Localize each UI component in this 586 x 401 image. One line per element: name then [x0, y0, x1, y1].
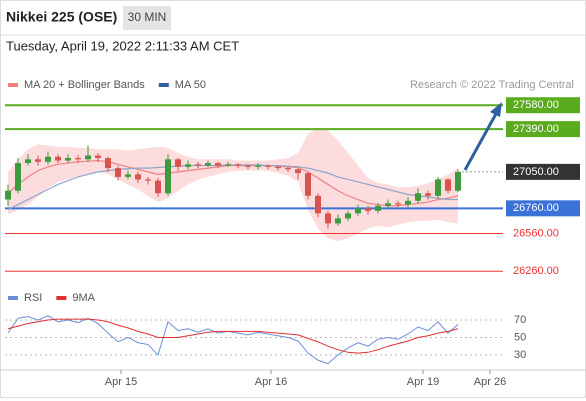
candle-body — [65, 158, 71, 161]
forecast-arrow — [463, 111, 499, 171]
legend-label: RSI — [24, 292, 42, 304]
candle-body — [395, 203, 401, 205]
x-tick-label: Apr 15 — [105, 376, 137, 388]
candle-body — [145, 179, 151, 181]
candle-body — [335, 218, 341, 224]
candle-body — [85, 155, 91, 160]
candle-body — [165, 159, 171, 194]
candle-body — [365, 208, 371, 211]
candle-body — [415, 193, 421, 201]
rsi-line — [7, 318, 459, 354]
ma-line — [7, 159, 459, 207]
level-label: 27580.00 — [513, 99, 559, 111]
y-tick-label: 50 — [514, 331, 526, 343]
ma-line — [7, 164, 458, 211]
candle-body — [275, 166, 281, 169]
candle-body — [245, 165, 251, 167]
instrument-title: Nikkei 225 (OSE) — [6, 9, 117, 25]
candle-body — [115, 168, 121, 177]
candle-body — [155, 180, 161, 194]
rsi-line — [7, 315, 459, 365]
legend-label: MA 20 + Bollinger Bands — [24, 79, 145, 91]
candle-body — [105, 158, 111, 169]
level-label-bg — [506, 200, 580, 217]
candle-body — [225, 164, 231, 166]
candle-body — [175, 159, 181, 167]
interval-button[interactable]: 30 MIN — [128, 10, 167, 24]
legend-label: 9MA — [72, 292, 95, 304]
candle-body — [305, 173, 311, 196]
candle-body — [355, 208, 361, 214]
candle-body — [385, 203, 391, 206]
x-tick-label: Apr 16 — [255, 376, 287, 388]
y-tick-label: 70 — [514, 314, 526, 326]
candle-body — [325, 213, 331, 224]
legend-swatch — [56, 296, 67, 300]
candle-body — [425, 193, 431, 196]
candle-body — [255, 165, 261, 167]
candle-body — [75, 158, 81, 160]
candle-body — [205, 163, 211, 166]
candle-body — [185, 164, 191, 167]
forecast-arrowhead — [490, 102, 502, 117]
candle-body — [445, 179, 451, 191]
candle-body — [435, 179, 441, 196]
candle-body — [265, 165, 271, 167]
level-label-bg — [506, 121, 580, 138]
candle-body — [95, 155, 101, 159]
level-label: 26260.00 — [513, 265, 559, 277]
source: Research © 2022 Trading Central — [410, 79, 574, 91]
candle-body — [195, 164, 201, 166]
level-label-bg — [506, 97, 580, 114]
interval-button-bg[interactable] — [123, 6, 171, 30]
level-label: 26560.00 — [513, 227, 559, 239]
candle-body — [455, 171, 461, 191]
candle-body — [215, 163, 221, 166]
candle-body — [235, 164, 241, 166]
x-tick-label: Apr 26 — [474, 376, 506, 388]
candle-body — [25, 159, 31, 164]
legend-swatch — [158, 83, 169, 87]
candle-body — [55, 156, 61, 161]
x-tick-label: Apr 19 — [407, 376, 439, 388]
candle-body — [295, 169, 301, 174]
level-label: 27050.00 — [513, 166, 559, 178]
candle-body — [345, 213, 351, 219]
legend-swatch — [8, 296, 18, 300]
bollinger-band — [8, 127, 458, 242]
candle-body — [35, 159, 41, 162]
candle-body — [15, 163, 21, 191]
candle-body — [405, 200, 411, 205]
candle-body — [125, 174, 131, 177]
candle-body — [375, 205, 381, 211]
y-tick-label: 30 — [514, 349, 526, 361]
candle-body — [285, 168, 291, 170]
level-label-bg — [506, 163, 580, 180]
legend-label: MA 50 — [175, 79, 206, 91]
timestamp: Tuesday, April 19, 2022 2:11:33 AM CET — [6, 38, 239, 53]
candle-body — [5, 190, 11, 200]
level-label: 26760.00 — [513, 202, 559, 214]
legend-swatch — [8, 83, 18, 87]
candle-body — [315, 195, 321, 214]
level-label: 27390.00 — [513, 123, 559, 135]
candle-body — [135, 174, 141, 180]
candle-body — [45, 156, 51, 162]
